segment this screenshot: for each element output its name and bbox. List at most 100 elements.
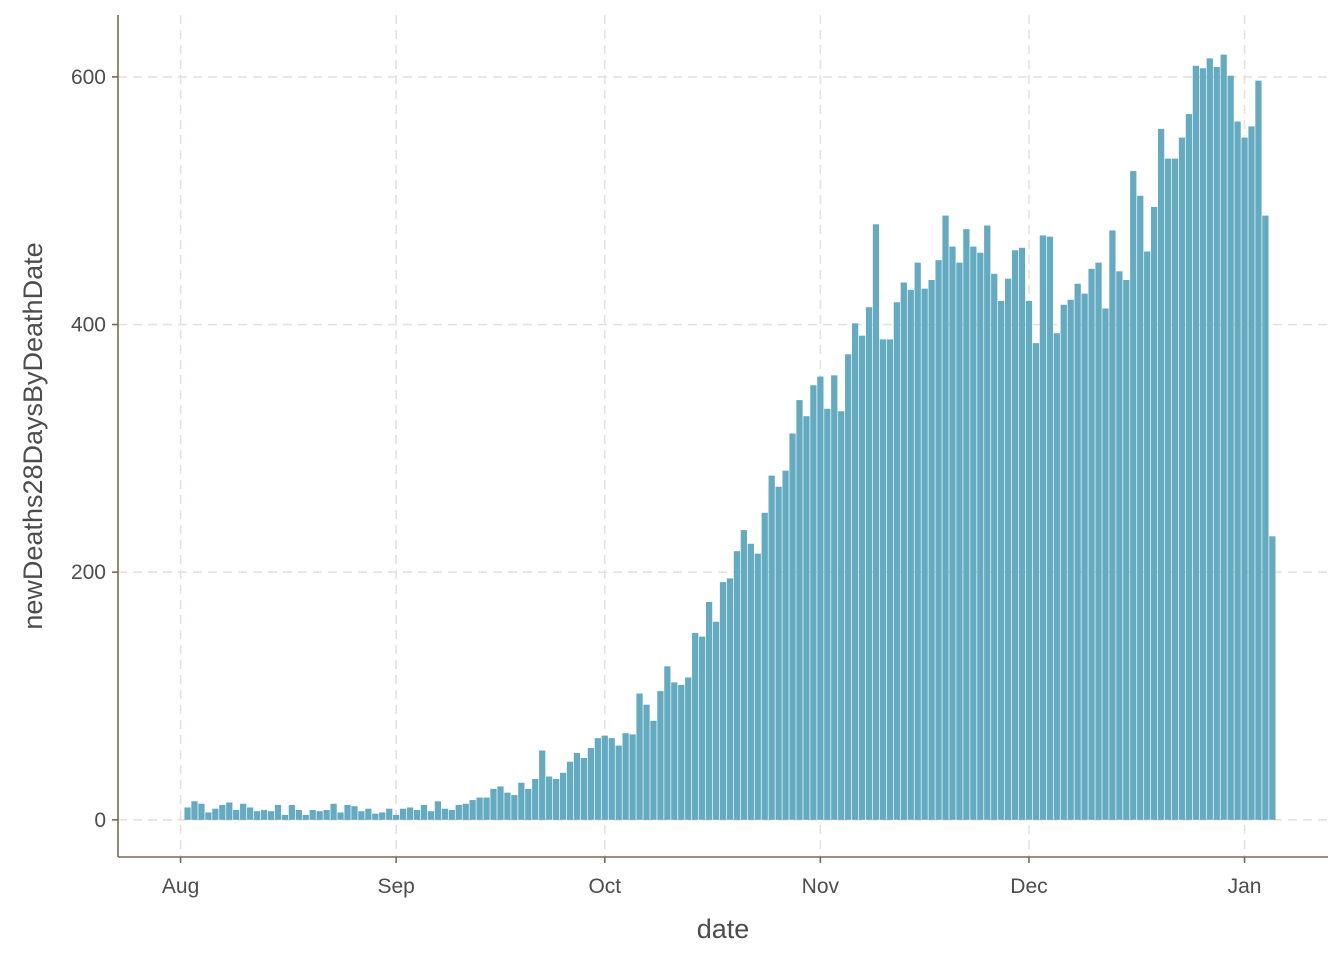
bar xyxy=(935,260,941,820)
bar xyxy=(1241,138,1247,820)
bar xyxy=(838,411,844,820)
bar xyxy=(595,738,601,820)
bar xyxy=(1047,237,1053,820)
bar xyxy=(991,274,997,820)
bar xyxy=(240,804,246,820)
x-tick-label: Dec xyxy=(1010,875,1047,898)
bar xyxy=(866,307,872,820)
bar xyxy=(330,804,336,820)
bar xyxy=(1088,269,1094,820)
bar xyxy=(1005,279,1011,820)
y-tick-label: 200 xyxy=(71,561,106,584)
bar xyxy=(497,786,503,819)
bar xyxy=(1061,305,1067,820)
bar xyxy=(490,789,496,820)
bar xyxy=(1095,263,1101,820)
bar xyxy=(435,801,441,820)
bar xyxy=(1158,129,1164,820)
bar xyxy=(810,385,816,820)
bar xyxy=(1054,333,1060,820)
bar xyxy=(1234,121,1240,819)
bar xyxy=(776,487,782,820)
bar xyxy=(1221,55,1227,820)
bar xyxy=(963,229,969,820)
x-tick-label: Nov xyxy=(802,875,840,898)
bar xyxy=(442,809,448,820)
bar xyxy=(546,777,552,820)
bar xyxy=(720,582,726,820)
bar xyxy=(358,811,364,820)
bar xyxy=(922,289,928,820)
y-tick-label: 600 xyxy=(71,66,106,89)
bar xyxy=(1068,300,1074,820)
bar xyxy=(1130,171,1136,820)
bar xyxy=(873,224,879,820)
bar xyxy=(942,216,948,820)
bar xyxy=(205,812,211,819)
bar xyxy=(1214,67,1220,820)
bar xyxy=(831,375,837,820)
bar xyxy=(845,354,851,820)
y-tick-label: 400 xyxy=(71,314,106,337)
bar xyxy=(303,815,309,820)
bar xyxy=(567,762,573,820)
bar xyxy=(1151,207,1157,820)
bar xyxy=(741,530,747,820)
bar xyxy=(629,734,635,819)
bar xyxy=(1040,235,1046,819)
bar xyxy=(365,809,371,820)
bar xyxy=(657,691,663,820)
bar xyxy=(337,812,343,819)
bar xyxy=(1248,126,1254,819)
bar xyxy=(275,805,281,820)
bar xyxy=(233,810,239,820)
bar xyxy=(289,805,295,820)
bar xyxy=(706,602,712,820)
bar xyxy=(282,815,288,820)
bar xyxy=(1262,216,1268,820)
bar xyxy=(581,758,587,820)
bar xyxy=(463,804,469,820)
bar xyxy=(769,476,775,820)
bar xyxy=(449,810,455,820)
bar xyxy=(928,280,934,820)
bar xyxy=(748,544,754,820)
bar xyxy=(456,805,462,820)
bar xyxy=(268,811,274,820)
bar xyxy=(824,409,830,820)
bar xyxy=(1172,159,1178,820)
bar xyxy=(1269,536,1275,820)
bar xyxy=(386,809,392,820)
bar xyxy=(1075,284,1081,820)
bar xyxy=(1102,308,1108,819)
bar xyxy=(782,471,788,820)
y-axis-title: newDeaths28DaysByDeathDate xyxy=(18,242,48,629)
bar xyxy=(894,302,900,820)
bar xyxy=(650,721,656,820)
bar xyxy=(574,753,580,820)
bar xyxy=(727,578,733,819)
bar xyxy=(643,705,649,820)
bar xyxy=(310,810,316,820)
bar xyxy=(977,253,983,820)
bar xyxy=(344,805,350,820)
bar xyxy=(852,323,858,820)
bar xyxy=(1033,343,1039,820)
bar xyxy=(699,637,705,820)
bar xyxy=(949,247,955,820)
bar xyxy=(685,677,691,819)
bars xyxy=(184,55,1275,820)
bar xyxy=(296,810,302,820)
bar xyxy=(956,263,962,820)
bar xyxy=(755,554,761,820)
bar xyxy=(588,748,594,820)
bar xyxy=(553,779,559,820)
bar xyxy=(525,789,531,820)
bar xyxy=(184,807,190,819)
bar xyxy=(1081,294,1087,820)
bar xyxy=(518,783,524,820)
y-tick-label: 0 xyxy=(94,809,106,832)
bar xyxy=(1255,81,1261,820)
bar xyxy=(351,806,357,820)
